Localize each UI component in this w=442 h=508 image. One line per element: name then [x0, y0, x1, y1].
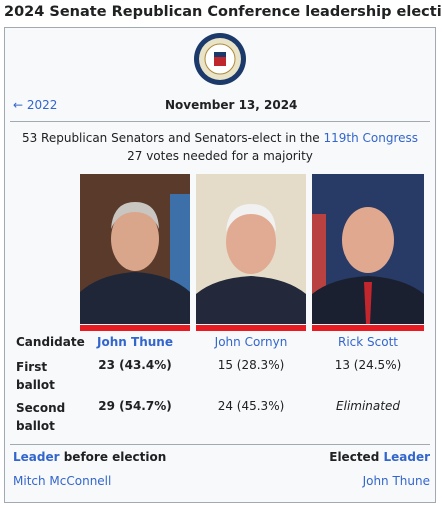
party-bar [196, 325, 306, 331]
previous-link[interactable]: ← 2022 [13, 98, 58, 112]
leader-before-text: before election [63, 450, 167, 464]
row-label: Second ballot [16, 401, 66, 433]
row-label: First ballot [16, 360, 55, 392]
date: November 13, 2024 [165, 98, 298, 112]
candidate-photos [80, 174, 424, 324]
vote-cell: 29 (54.7%) [98, 399, 172, 413]
elected-leader[interactable]: John Thune [362, 474, 430, 488]
seal [194, 33, 246, 85]
leader-before-label: Leader before election [13, 450, 166, 464]
vote-cell: 15 (28.3%) [217, 358, 285, 372]
candidate-header: Candidate [16, 335, 85, 349]
vote-cell: 13 (24.5%) [334, 358, 402, 372]
leader-link[interactable]: Leader [383, 450, 430, 464]
leader-link[interactable]: Leader [13, 450, 60, 464]
majority-note: 27 votes needed for a majority [127, 149, 313, 163]
candidate-name[interactable]: John Cornyn [214, 335, 288, 349]
vote-cell: 24 (45.3%) [217, 399, 285, 413]
description: 53 Republican Senators and Senators-elec… [10, 131, 430, 145]
vote-cell: 23 (43.4%) [98, 358, 172, 372]
title: 2024 Senate Republican Conference leader… [4, 4, 442, 20]
photo-scott [312, 174, 424, 324]
candidate-name[interactable]: Rick Scott [338, 335, 398, 349]
party-bar [312, 325, 424, 331]
previous-leader[interactable]: Mitch McConnell [13, 474, 112, 488]
divider [10, 444, 430, 445]
leader-elected-label: Elected Leader [329, 450, 430, 464]
party-bar [80, 325, 190, 331]
photo-cornyn [196, 174, 306, 324]
description-text: 53 Republican Senators and Senators-elec… [21, 131, 320, 145]
leader-elected-text: Elected [329, 450, 380, 464]
candidate-name[interactable]: John Thune [97, 335, 173, 349]
divider [10, 121, 430, 122]
photo-thune [80, 174, 190, 324]
vote-cell: Eliminated [336, 399, 400, 413]
congress-link[interactable]: 119th Congress [323, 131, 419, 145]
